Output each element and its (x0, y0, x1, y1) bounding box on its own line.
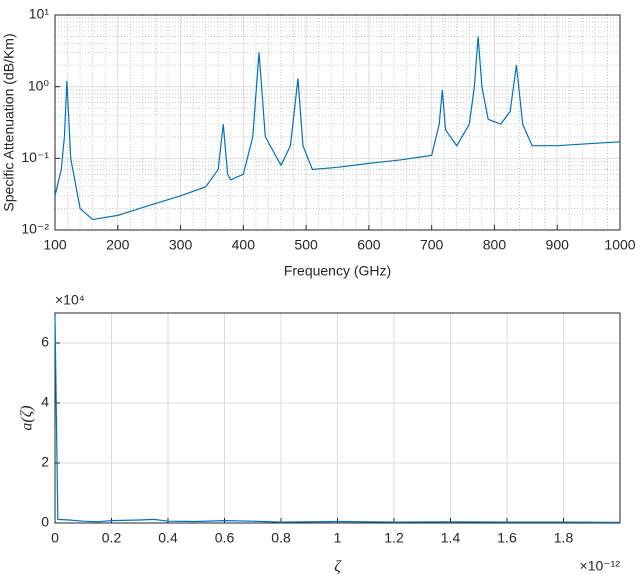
y-axis-label: Specific Attenuation (dB/Km) (1, 33, 17, 211)
x-tick-label: 0 (51, 530, 59, 546)
y-tick-label: 2 (41, 454, 49, 470)
x-tick-label: 0.4 (158, 530, 178, 546)
y-tick-label: 10⁻² (21, 221, 49, 237)
x-tick-label: 700 (420, 237, 444, 253)
x-tick-label: 1.4 (441, 530, 461, 546)
data-line (54, 315, 621, 523)
x-tick-label: 400 (232, 237, 256, 253)
data-line (54, 36, 621, 221)
y-axis-label: a(ζ) (19, 405, 36, 430)
x-tick-label: 800 (483, 237, 507, 253)
y-tick-label: 10⁻¹ (21, 149, 49, 165)
y-tick-label: 10⁰ (28, 77, 50, 93)
x-tick-label: 0.8 (271, 530, 291, 546)
plot-area (55, 15, 620, 230)
plot-frame (54, 312, 621, 524)
y-tick-label: 6 (41, 334, 49, 350)
y-tick-label: 0 (41, 514, 49, 530)
x-tick-label: 0.6 (215, 530, 235, 546)
x-tick-label: 1.6 (497, 530, 517, 546)
x-multiplier: ×10⁻¹² (580, 558, 621, 574)
y-multiplier: ×10⁴ (55, 292, 85, 308)
x-tick-label: 1000 (604, 237, 635, 253)
y-tick-label: 4 (41, 394, 49, 410)
x-tick-label: 200 (106, 237, 130, 253)
x-tick-label: 1 (334, 530, 342, 546)
x-tick-label: 1.2 (384, 530, 404, 546)
x-axis-label: Frequency (GHz) (284, 263, 391, 279)
x-tick-label: 100 (43, 237, 67, 253)
x-tick-label: 500 (294, 237, 318, 253)
x-tick-label: 900 (546, 237, 570, 253)
x-tick-label: 1.8 (554, 530, 574, 546)
plot-frame (54, 14, 621, 231)
y-tick-label: 10¹ (29, 6, 50, 22)
x-tick-label: 0.2 (102, 530, 122, 546)
x-tick-label: 300 (169, 237, 193, 253)
x-axis-label: ζ (334, 559, 342, 576)
x-tick-label: 600 (357, 237, 381, 253)
